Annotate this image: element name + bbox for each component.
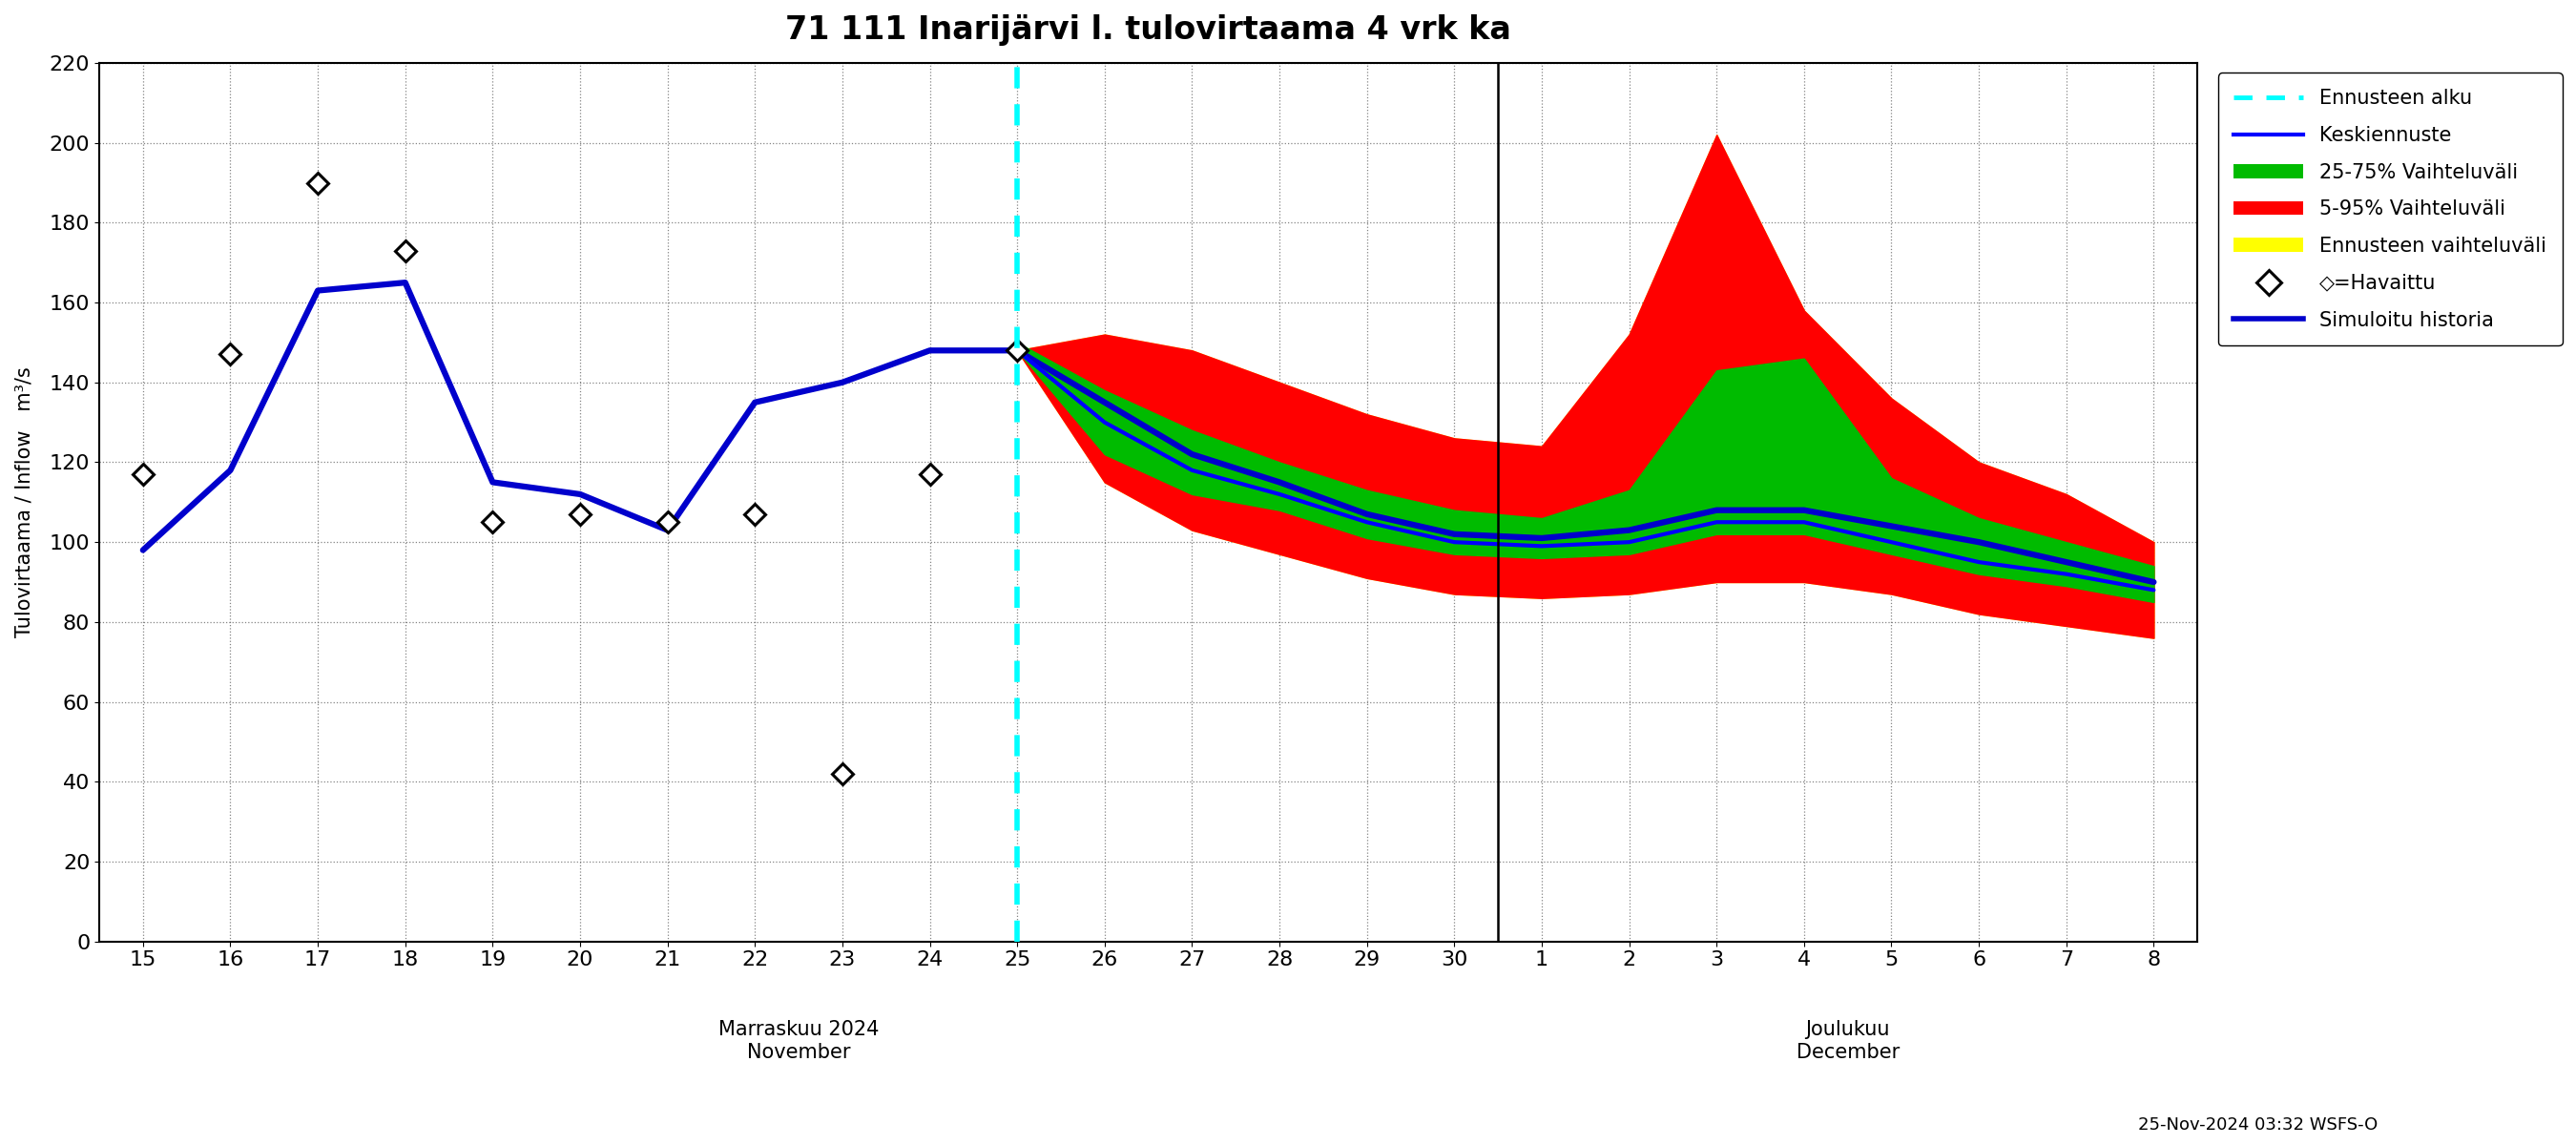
Text: Joulukuu
December: Joulukuu December bbox=[1795, 1020, 1899, 1061]
Y-axis label: Tulovirtaama / Inflow   m³/s: Tulovirtaama / Inflow m³/s bbox=[15, 366, 33, 638]
Legend: Ennusteen alku, Keskiennuste, 25-75% Vaihteluväli, 5-95% Vaihteluväli, Ennusteen: Ennusteen alku, Keskiennuste, 25-75% Vai… bbox=[2218, 73, 2563, 346]
Text: 25-Nov-2024 03:32 WSFS-O: 25-Nov-2024 03:32 WSFS-O bbox=[2138, 1116, 2378, 1134]
Text: Marraskuu 2024
November: Marraskuu 2024 November bbox=[719, 1020, 878, 1061]
Title: 71 111 Inarijärvi l. tulovirtaama 4 vrk ka: 71 111 Inarijärvi l. tulovirtaama 4 vrk … bbox=[786, 14, 1512, 46]
